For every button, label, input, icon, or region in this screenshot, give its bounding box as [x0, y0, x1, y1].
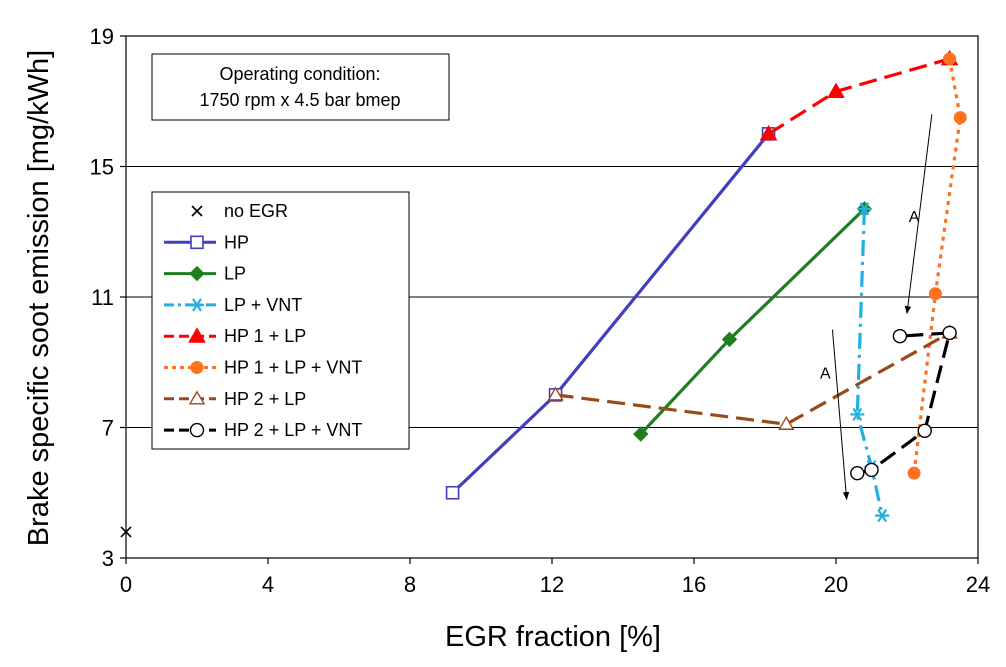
legend-entry-lp: LP: [164, 264, 246, 284]
data-point: [942, 325, 957, 341]
legend-label: HP: [224, 232, 249, 252]
data-point: [857, 202, 872, 216]
data-point: [759, 124, 778, 141]
operating-condition-note: Operating condition: 1750 rpm x 4.5 bar …: [151, 53, 450, 121]
legend-marker: [189, 265, 205, 282]
y-tick-label: 15: [90, 155, 114, 180]
legend-entry-hp-1-plus-lp: HP 1 + LP: [164, 326, 306, 346]
legend-marker: [190, 298, 204, 312]
legend-label: LP + VNT: [224, 295, 302, 315]
legend-entry-hp-1-plus-lp-plus-vnt: HP 1 + LP + VNT: [164, 358, 362, 378]
axis-ticks: [120, 35, 979, 564]
series-no-egr: [120, 526, 132, 538]
annotation-label: A: [909, 209, 920, 226]
annotation-1: A: [904, 114, 933, 315]
plot-frame: [125, 35, 979, 559]
legend-label: HP 1 + LP + VNT: [224, 358, 362, 378]
note-line-2: 1750 rpm x 4.5 bar bmep: [199, 90, 400, 110]
y-tick-label: 3: [102, 546, 114, 571]
legend-entry-lp-plus-vnt: LP + VNT: [164, 295, 302, 315]
series-line: [856, 331, 952, 475]
data-point: [907, 466, 921, 480]
annotation-arrow: [904, 114, 933, 315]
series-line: [855, 208, 884, 516]
data-point: [633, 426, 649, 442]
series-lp-plus-vnt: [850, 202, 890, 523]
legend-marker: [191, 205, 203, 217]
legend-entry-hp-2-plus-lp-plus-vnt: HP 2 + LP + VNT: [164, 420, 362, 440]
data-point: [827, 82, 845, 98]
legend-label: HP 1 + LP: [224, 326, 306, 346]
legend-label: no EGR: [224, 201, 288, 221]
y-tick-label: 11: [91, 285, 114, 310]
data-point: [120, 526, 132, 538]
y-tick-label: 7: [102, 416, 114, 441]
data-point: [917, 423, 932, 438]
series-hp-2-plus-lp-plus-vnt: [850, 325, 957, 481]
legend-marker: [188, 390, 206, 405]
x-tick-label: 12: [540, 572, 564, 597]
legend-entry-hp: HP: [164, 232, 249, 252]
legend-label: HP 2 + LP: [224, 389, 306, 409]
x-tick-label: 8: [404, 572, 416, 597]
series-line: [912, 58, 962, 474]
legend-label: HP 2 + LP + VNT: [224, 420, 362, 440]
data-point: [875, 508, 890, 523]
data-point: [721, 331, 738, 348]
series-line: [639, 207, 866, 436]
legend-marker: [190, 361, 204, 374]
x-tick-label: 4: [262, 572, 274, 597]
series-line: [767, 57, 951, 136]
data-point: [928, 287, 942, 301]
data-point: [943, 52, 957, 66]
data-point: [892, 328, 908, 344]
annotation-2: A: [820, 329, 850, 501]
legend-marker: [189, 422, 205, 438]
annotation-label: A: [820, 366, 831, 383]
x-tick-label: 24: [966, 572, 990, 597]
data-point: [953, 111, 967, 125]
data-point: [445, 485, 460, 500]
data-point: [547, 386, 564, 401]
legend-label: LP: [224, 264, 246, 284]
tick-labels: 3 7 11 15 19 0 4 8 12 16 20 24: [90, 24, 991, 597]
series-line: [451, 132, 770, 494]
y-tick-label: 19: [90, 24, 114, 49]
legend-entry-hp-2-plus-lp: HP 2 + LP: [164, 389, 306, 409]
legend: no EGR HP LP LP + VNT HP 1 + LP HP 1 + LP + V…: [151, 191, 410, 450]
data-point: [864, 462, 879, 478]
note-line-1: Operating condition:: [219, 64, 380, 84]
series-line: [555, 331, 951, 426]
data-series: [120, 49, 967, 538]
legend-marker: [188, 327, 206, 343]
data-point: [778, 415, 795, 430]
legend-marker: [190, 235, 204, 250]
data-point: [850, 465, 865, 481]
x-axis-title: EGR fraction [%]: [445, 621, 661, 653]
legend-entry-no-egr: no EGR: [191, 201, 288, 221]
x-tick-label: 0: [120, 572, 132, 597]
series-lp: [633, 201, 873, 442]
series-hp: [445, 127, 776, 500]
annotations: AA: [820, 114, 933, 501]
x-tick-label: 20: [824, 572, 848, 597]
data-point: [850, 407, 865, 422]
series-hp-1-plus-lp: [759, 49, 959, 141]
series-hp-1-plus-lp-plus-vnt: [907, 52, 967, 480]
annotation-arrow: [831, 329, 850, 501]
y-axis-title: Brake specific soot emission [mg/kWh]: [23, 50, 55, 546]
x-tick-label: 16: [682, 572, 706, 597]
